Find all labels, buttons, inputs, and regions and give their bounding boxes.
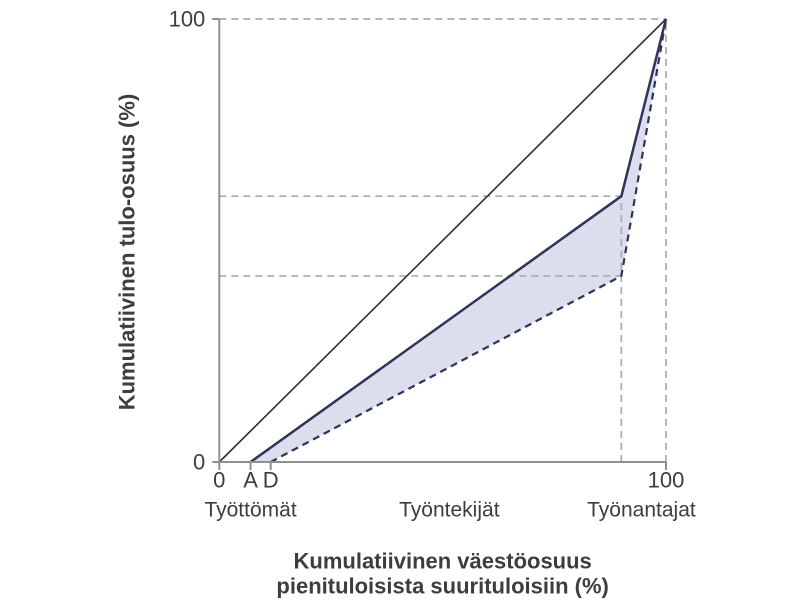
lorenz-curve-original-solid (249, 18, 668, 464)
category-label-2: Työntekijät (399, 499, 500, 522)
y-tick-label-0: 0 (193, 450, 205, 475)
category-label-1: Työttömät (204, 499, 296, 522)
x-axis-title-line-1: Kumulatiivinen väestöosuus (294, 549, 592, 574)
x-tick-label-0: 0 (213, 468, 225, 493)
y-tick-label-100: 100 (169, 7, 206, 32)
x-tick-label-D: D (263, 468, 279, 493)
x-tick-label-100: 100 (648, 468, 685, 493)
x-axis-title-line-2: pienituloisista suurituloisiin (%) (276, 574, 608, 599)
x-tick-label-A: A (243, 468, 258, 493)
category-label-3: Työnantajat (587, 499, 696, 522)
lorenz-curve-new-dashed (270, 18, 668, 463)
area-between-lorenz-curves (250, 19, 666, 462)
y-axis-title: Kumulatiivinen tulo-osuus (%) (115, 94, 140, 411)
perfect-equality-line (218, 18, 667, 463)
